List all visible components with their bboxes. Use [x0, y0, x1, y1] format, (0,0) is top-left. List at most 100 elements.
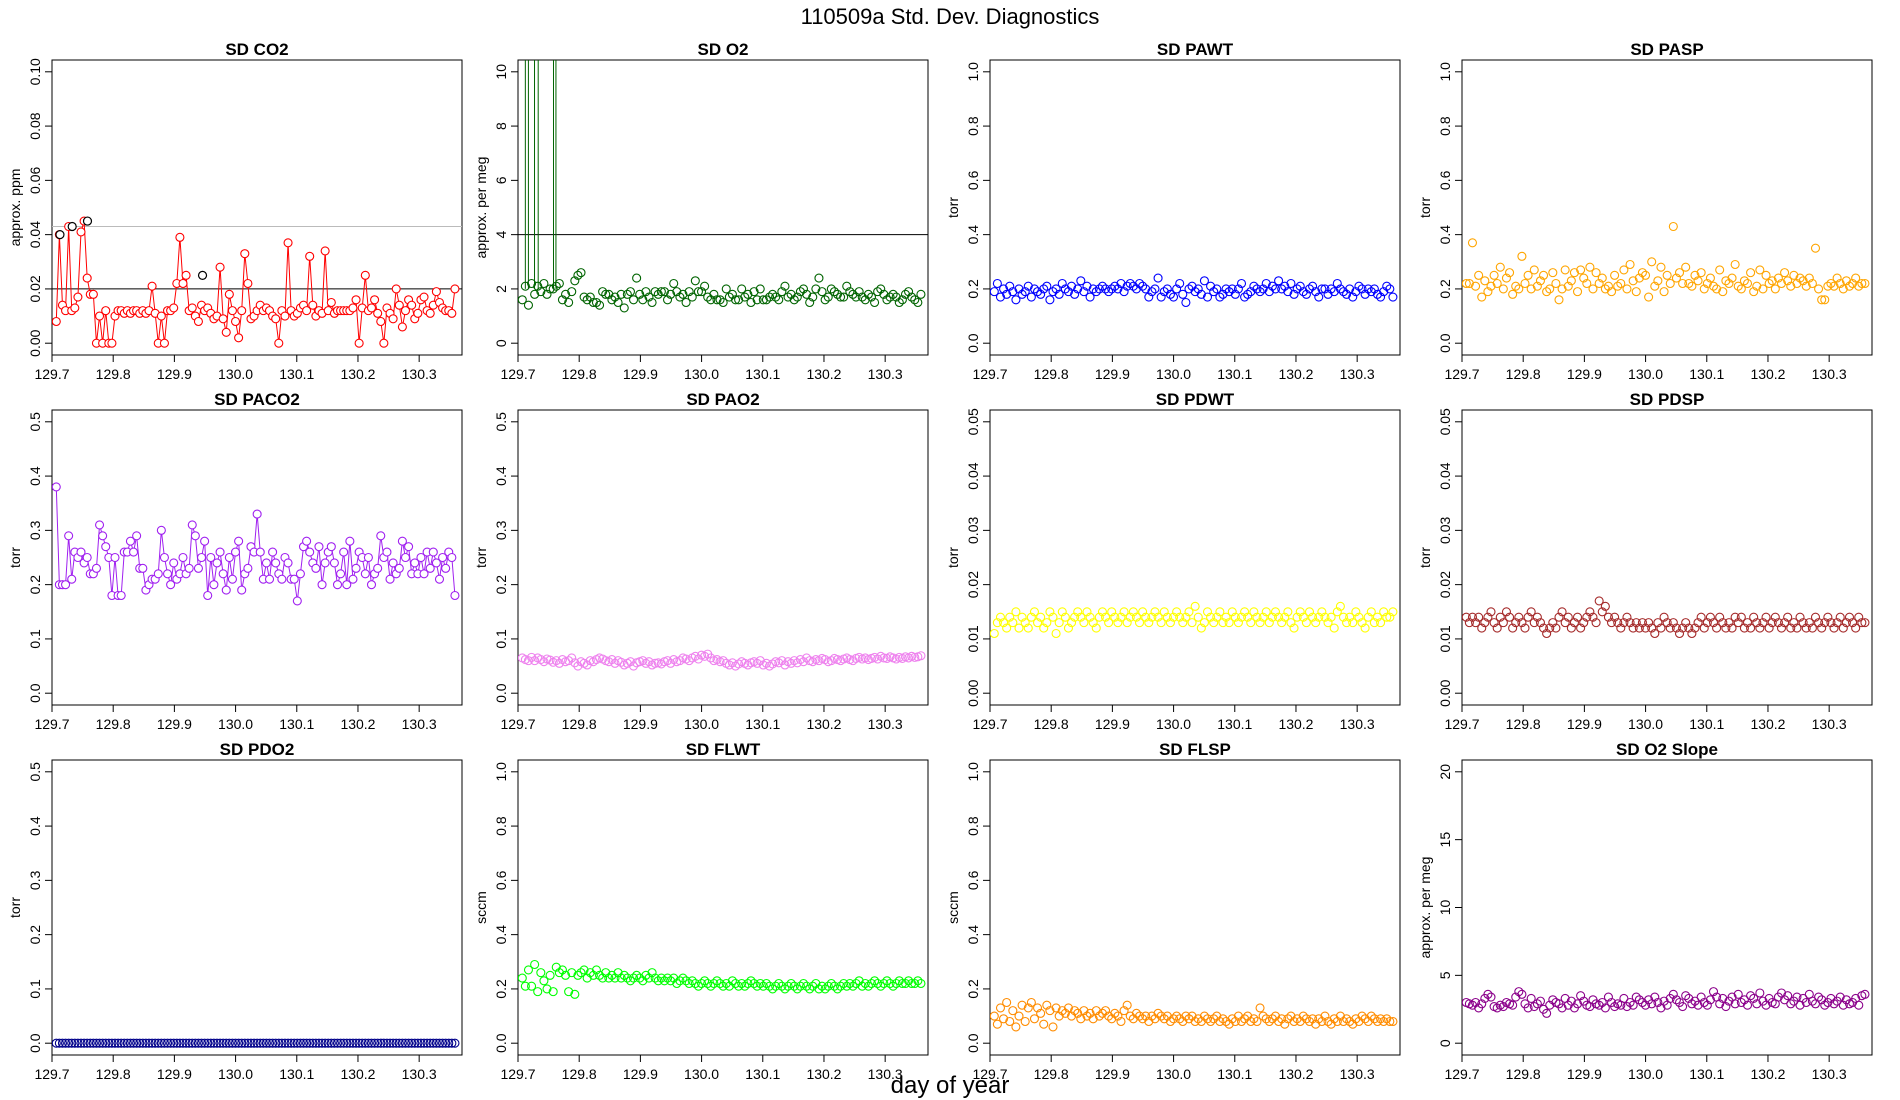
data-point: [1008, 618, 1018, 628]
data-point: [1668, 618, 1678, 628]
data-point: [1576, 265, 1586, 275]
data-point: [579, 965, 589, 975]
data-point: [388, 558, 398, 568]
data-point: [684, 287, 694, 297]
x-tick-label: 130.2: [1750, 366, 1785, 382]
data-point: [1091, 287, 1101, 297]
data-point: [897, 978, 907, 989]
y-tick-label: 0.01: [965, 625, 981, 652]
data-point: [1369, 1014, 1379, 1024]
data-point: [230, 547, 241, 557]
data-point: [1206, 281, 1216, 291]
data-point: [1739, 995, 1749, 1005]
data-point: [1767, 618, 1777, 628]
x-tick-label: 130.0: [1628, 366, 1663, 382]
data-point: [1243, 289, 1253, 299]
data-point: [740, 292, 750, 302]
data-point: [98, 1038, 108, 1048]
data-point: [76, 547, 86, 557]
data-point: [907, 292, 917, 302]
plot-frame: [1461, 759, 1873, 1056]
data-point: [1125, 278, 1135, 289]
data-point: [1270, 284, 1281, 294]
data-point: [339, 1038, 349, 1048]
x-tick-label: 130.2: [1750, 1066, 1785, 1082]
data-point: [746, 297, 756, 308]
data-point: [851, 978, 861, 989]
data-point: [601, 289, 611, 299]
data-point: [156, 311, 166, 321]
data-point: [1801, 997, 1811, 1008]
data-point: [1054, 289, 1064, 299]
data-point: [1628, 1000, 1638, 1010]
data-point: [1274, 276, 1284, 286]
data-point: [727, 658, 737, 668]
data-point: [1212, 1011, 1222, 1021]
data-point: [1270, 1011, 1281, 1021]
data-point: [1295, 607, 1305, 617]
y-axis-label: sccm: [945, 891, 961, 924]
data-point: [533, 987, 543, 997]
data-point: [888, 289, 898, 299]
data-point: [234, 333, 244, 343]
data-point: [1807, 623, 1817, 633]
data-point: [215, 262, 225, 272]
data-point: [1464, 278, 1474, 289]
data-point: [585, 292, 595, 302]
plot-area: [1462, 596, 1870, 639]
data-point: [1187, 281, 1197, 291]
data-point: [659, 976, 669, 986]
data-point: [1606, 618, 1617, 628]
data-point: [1603, 992, 1613, 1002]
data-point: [320, 1038, 330, 1048]
data-point: [1542, 1008, 1552, 1018]
data-point: [737, 978, 747, 989]
x-tick-label: 130.3: [1340, 1066, 1375, 1082]
x-tick-label: 129.9: [157, 366, 192, 382]
data-point: [1780, 268, 1790, 278]
data-point: [1572, 612, 1583, 622]
data-point: [314, 1038, 324, 1048]
data-point: [224, 552, 234, 563]
data-point: [1369, 618, 1379, 628]
data-point: [1591, 268, 1601, 278]
data-point: [900, 289, 911, 299]
data-point: [1585, 607, 1595, 617]
x-tick-label: 130.1: [279, 366, 314, 382]
data-point: [1209, 618, 1219, 628]
data-point: [730, 978, 741, 989]
data-point: [1029, 1014, 1040, 1024]
data-point: [141, 1038, 151, 1048]
data-point: [1662, 618, 1672, 628]
data-point: [1705, 995, 1715, 1005]
data-point: [1134, 278, 1145, 289]
data-point: [1014, 1011, 1024, 1021]
data-point: [1854, 281, 1864, 291]
y-axis-label: approx. ppm: [7, 169, 23, 247]
data-point: [156, 525, 166, 535]
data-point: [342, 1038, 352, 1048]
panel-title: SD FLWT: [686, 740, 761, 759]
data-point: [1480, 276, 1490, 286]
data-point: [1311, 618, 1321, 628]
plot-frame: [517, 409, 929, 706]
y-tick-label: 0.5: [493, 412, 509, 432]
data-point: [814, 273, 824, 283]
data-point: [1789, 270, 1799, 280]
data-point: [1807, 278, 1817, 289]
data-point: [1156, 1011, 1166, 1021]
data-point: [1104, 287, 1114, 297]
data-point: [1335, 284, 1345, 294]
data-point: [613, 297, 623, 308]
panel-title: SD PAO2: [686, 390, 759, 409]
data-point: [1184, 284, 1194, 294]
x-tick-label: 129.7: [34, 716, 69, 732]
data-point: [1526, 993, 1536, 1003]
data-point: [1467, 1000, 1478, 1010]
x-tick-label: 129.9: [157, 716, 192, 732]
data-point: [1684, 278, 1694, 289]
data-point: [777, 287, 787, 297]
data-point: [258, 1038, 268, 1048]
data-point: [518, 295, 527, 305]
y-tick-label: 0.02: [965, 571, 981, 598]
